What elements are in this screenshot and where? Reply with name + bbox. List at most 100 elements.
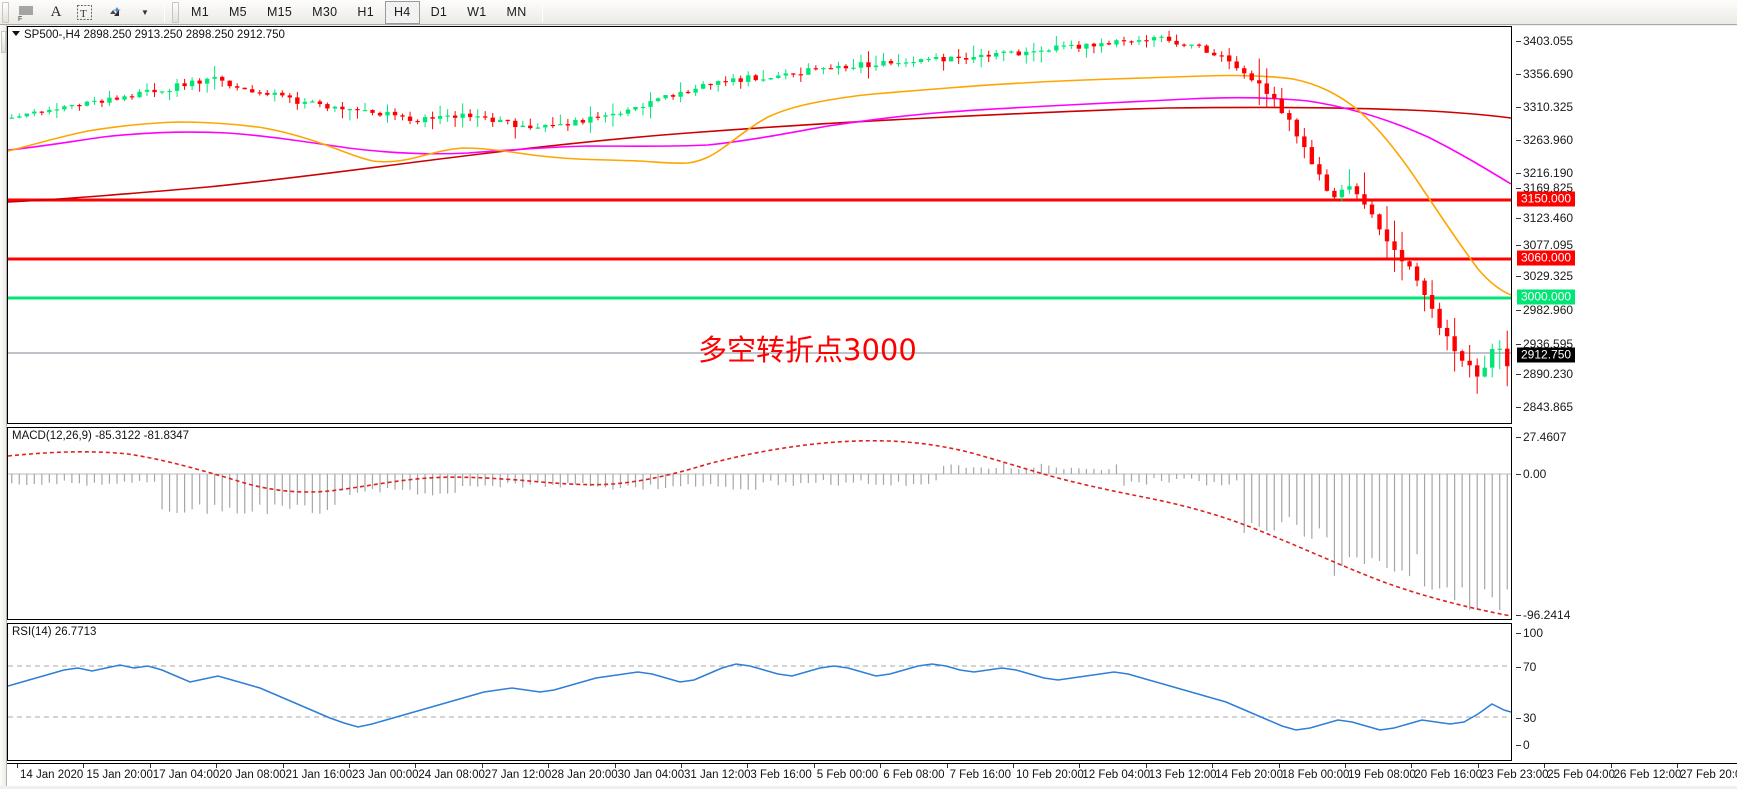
- candle-body: [670, 95, 676, 97]
- candle-body: [1069, 44, 1074, 46]
- crosshair-indicator-icon[interactable]: F: [12, 1, 41, 24]
- rsi-line: [8, 663, 1511, 731]
- candle-body: [1384, 229, 1390, 242]
- toolbar-grip[interactable]: [2, 1, 9, 23]
- macd-pane[interactable]: MACD(12,26,9) -85.3122 -81.8347: [7, 427, 1512, 620]
- candle-body: [1459, 351, 1465, 361]
- candle-body: [212, 76, 217, 79]
- price-tick-3: 3263.960: [1515, 133, 1574, 147]
- candle-body: [663, 95, 668, 99]
- timeframe-w1[interactable]: W1: [467, 5, 487, 19]
- candle-body: [137, 91, 142, 98]
- candle-body: [1136, 40, 1142, 42]
- candle-body: [903, 62, 909, 64]
- time-tick-label: 27 Feb 20:00: [1680, 769, 1737, 781]
- candle-body: [1114, 40, 1119, 45]
- time-tick-mark: [1278, 764, 1280, 768]
- text-label-icon[interactable]: A: [50, 3, 62, 20]
- objects-icon[interactable]: [100, 1, 130, 24]
- macd-axis[interactable]: 27.4607 0.00 -96.2414: [1513, 427, 1737, 622]
- candle-body: [317, 101, 323, 105]
- timeframe-mn[interactable]: MN: [506, 5, 527, 19]
- candle-body: [287, 95, 292, 98]
- candle-body: [1144, 40, 1149, 42]
- left-rail-grip[interactable]: [1, 31, 6, 53]
- candle-body: [272, 92, 277, 95]
- time-tick-mark: [216, 764, 218, 768]
- candle-body: [452, 115, 458, 118]
- candle-body: [1497, 348, 1502, 350]
- timeframe-h4[interactable]: H4: [384, 0, 420, 24]
- price-tick-0: 3403.055: [1515, 34, 1574, 48]
- text-box-icon[interactable]: T: [71, 1, 98, 24]
- pane-collapse-caret-icon[interactable]: [12, 31, 20, 37]
- candle-body: [1121, 40, 1127, 42]
- candle-body: [1339, 189, 1345, 198]
- rsi-tick-30: 30: [1515, 711, 1537, 725]
- objects-dropdown-caret-icon[interactable]: ▼: [141, 7, 149, 17]
- candle-body: [152, 89, 157, 93]
- candle-body: [99, 100, 105, 103]
- rsi-axis[interactable]: 100 70 30 0: [1513, 623, 1737, 761]
- candle-body: [54, 109, 60, 111]
- candle-body: [467, 113, 473, 118]
- candle-body: [648, 101, 653, 107]
- price-pane-label-text: SP500-,H4 2898.250 2913.250 2898.250 291…: [24, 29, 285, 41]
- time-tick-mark: [813, 764, 815, 768]
- candle-body: [685, 91, 691, 94]
- time-tick-label: 21 Jan 16:00: [285, 769, 353, 781]
- timeframe-h1[interactable]: H1: [357, 5, 374, 19]
- candle-body: [340, 106, 345, 110]
- timeframe-m15[interactable]: M15: [266, 5, 293, 19]
- candle-body: [535, 127, 540, 129]
- timeframe-m1[interactable]: M1: [191, 5, 209, 19]
- macd-signal-line: [8, 439, 1511, 617]
- price-tick-7: 3077.095: [1515, 238, 1574, 252]
- price-axis[interactable]: 3403.055 3356.690 3310.325 3263.960 3216…: [1513, 26, 1737, 424]
- toolbar-separator: [164, 2, 165, 22]
- main-toolbar: F A T ▼ M1 M5 M15 M30 H1 H4 D1 W1 MN: [0, 0, 1737, 25]
- candle-body: [783, 73, 788, 76]
- candle-body: [1309, 147, 1315, 165]
- candle-body: [189, 80, 195, 87]
- rsi-pane[interactable]: RSI(14) 26.7713: [7, 623, 1512, 761]
- candle-body: [836, 65, 841, 69]
- chart-canvas-area[interactable]: SP500-,H4 2898.250 2913.250 2898.250 291…: [7, 26, 1737, 789]
- candle-body: [971, 57, 976, 60]
- price-badge-3060: 3060.000: [1517, 250, 1576, 266]
- rsi-tick-70: 70: [1515, 660, 1537, 674]
- candle-body: [400, 115, 405, 117]
- candle-body: [144, 89, 150, 92]
- time-tick-mark: [1610, 764, 1612, 768]
- price-badge-3000: 3000.000: [1517, 289, 1576, 305]
- time-tick-mark: [1411, 764, 1413, 768]
- candle-body: [1001, 51, 1006, 53]
- timeframe-d1[interactable]: D1: [430, 5, 448, 19]
- status-bar: [0, 786, 1737, 789]
- candle-body: [520, 125, 525, 128]
- candle-body: [475, 116, 480, 118]
- time-axis[interactable]: 14 Jan 2020 15 Jan 20:00 17 Jan 04:00 20 Ja…: [7, 763, 1737, 789]
- time-tick-mark: [1345, 764, 1346, 768]
- candle-body: [821, 68, 826, 70]
- time-tick-label: 10 Feb 20:00: [1016, 769, 1084, 781]
- candle-body: [896, 63, 901, 65]
- time-tick-label: 12 Feb 04:00: [1082, 769, 1151, 781]
- time-tick-label: 27 Jan 12:00: [484, 769, 552, 781]
- timeframe-toolbar-grip[interactable]: [172, 1, 179, 23]
- candle-body: [122, 96, 127, 100]
- candle-body: [1076, 44, 1082, 49]
- time-tick-mark: [1079, 764, 1081, 768]
- candle-body: [813, 68, 819, 70]
- candle-body: [738, 78, 743, 82]
- candle-body: [1354, 186, 1360, 195]
- candle-body: [640, 106, 646, 109]
- rsi-chart-svg: [8, 663, 1511, 731]
- chart-text-annotation[interactable]: 多空转折点3000: [698, 333, 917, 367]
- candle-body: [1009, 51, 1014, 53]
- timeframe-m5[interactable]: M5: [228, 5, 247, 19]
- candle-body: [603, 115, 608, 117]
- candle-body: [731, 78, 736, 83]
- price-pane[interactable]: SP500-,H4 2898.250 2913.250 2898.250 291…: [7, 26, 1512, 424]
- timeframe-m30[interactable]: M30: [312, 5, 338, 19]
